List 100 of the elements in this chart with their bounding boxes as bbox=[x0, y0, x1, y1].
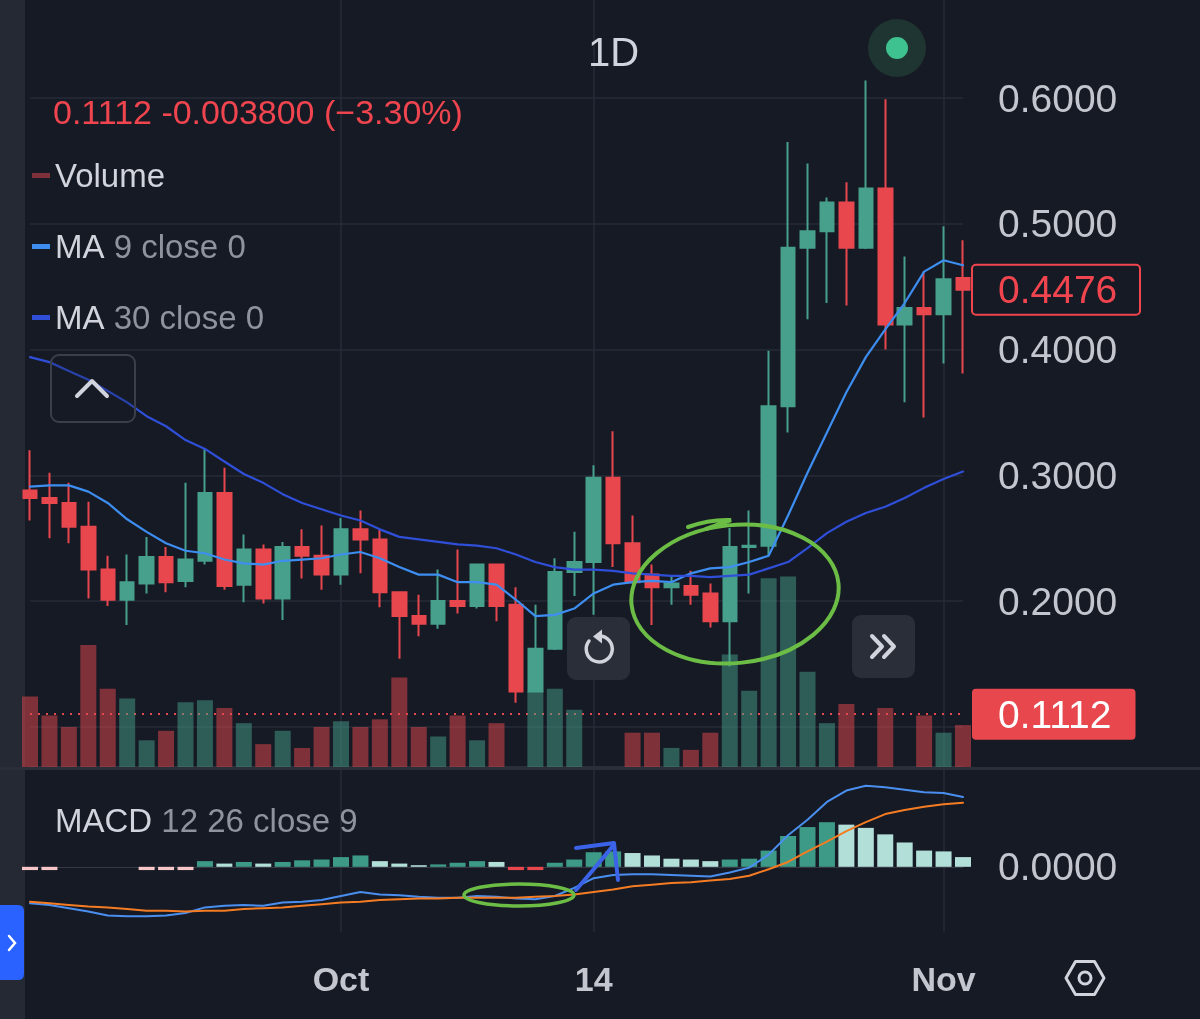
bar bbox=[391, 863, 408, 867]
bar bbox=[488, 723, 505, 767]
candlestick bbox=[683, 569, 699, 606]
bar bbox=[274, 861, 291, 867]
bar bbox=[41, 715, 58, 767]
candlestick bbox=[741, 509, 757, 595]
candlestick bbox=[449, 548, 466, 615]
text: MACD 12 26 close 9 bbox=[55, 802, 358, 839]
ref-line-label: 0.1112 bbox=[998, 692, 1112, 736]
bar bbox=[566, 859, 583, 867]
candlestick bbox=[702, 582, 719, 629]
bar bbox=[469, 861, 486, 867]
bar bbox=[333, 721, 349, 767]
bar bbox=[877, 707, 894, 767]
bar bbox=[177, 866, 194, 871]
candlestick bbox=[119, 553, 135, 626]
line-series bbox=[28, 356, 965, 579]
bar bbox=[158, 866, 175, 871]
bar bbox=[177, 702, 194, 767]
bar bbox=[624, 853, 641, 867]
bar bbox=[138, 740, 155, 767]
candlestick bbox=[352, 509, 369, 575]
candlestick bbox=[333, 517, 349, 586]
bar bbox=[196, 861, 213, 867]
candlestick bbox=[430, 568, 446, 630]
bar bbox=[721, 859, 738, 867]
bar bbox=[352, 855, 369, 867]
text: 0.1112 -0.003800 (−3.30%) bbox=[53, 93, 463, 131]
y-tick-label: 0.2000 bbox=[998, 579, 1118, 623]
x-tick-label: Oct bbox=[312, 960, 370, 998]
candlestick bbox=[916, 270, 932, 419]
bar bbox=[702, 861, 719, 867]
bar bbox=[119, 698, 136, 767]
candlestick bbox=[585, 464, 602, 616]
candlestick bbox=[935, 225, 952, 365]
bar bbox=[644, 855, 660, 867]
candlestick bbox=[663, 574, 680, 606]
bar bbox=[333, 857, 349, 867]
bar bbox=[274, 730, 291, 767]
bar bbox=[546, 862, 563, 867]
candlestick bbox=[469, 563, 485, 610]
x-tick-label: Nov bbox=[911, 960, 976, 998]
bar bbox=[896, 842, 913, 867]
candlestick bbox=[780, 141, 796, 434]
bar bbox=[916, 850, 933, 867]
bar bbox=[799, 671, 816, 767]
y-tick-label: 0.4000 bbox=[998, 328, 1118, 372]
bar bbox=[663, 858, 680, 867]
bar bbox=[780, 576, 797, 767]
candlestick bbox=[508, 586, 524, 704]
candlestick bbox=[41, 471, 58, 540]
bar bbox=[799, 827, 816, 867]
candlestick bbox=[799, 162, 816, 321]
bar bbox=[838, 704, 855, 767]
bar bbox=[430, 864, 447, 867]
candlestick bbox=[22, 449, 38, 522]
y-tick-label: 0.5000 bbox=[998, 202, 1118, 246]
text: 0.4476 bbox=[998, 268, 1118, 312]
bar bbox=[877, 834, 894, 867]
bar bbox=[371, 719, 388, 767]
bar bbox=[196, 700, 213, 767]
candlestick bbox=[274, 540, 291, 621]
candlestick bbox=[877, 98, 894, 351]
candlestick bbox=[896, 255, 913, 404]
bar bbox=[741, 690, 758, 767]
bar bbox=[818, 723, 835, 767]
candlestick bbox=[605, 430, 621, 569]
candlestick bbox=[138, 535, 155, 595]
bar bbox=[235, 723, 252, 767]
bar bbox=[138, 866, 155, 871]
bar bbox=[916, 715, 933, 767]
bar bbox=[410, 726, 427, 767]
candlestick bbox=[858, 79, 874, 250]
candlestick bbox=[158, 545, 174, 594]
bar bbox=[22, 866, 38, 871]
line-series bbox=[28, 259, 965, 618]
bar bbox=[60, 726, 77, 767]
bar bbox=[430, 736, 447, 767]
bar bbox=[955, 725, 971, 767]
candlestick bbox=[372, 528, 388, 609]
candlestick bbox=[61, 481, 77, 545]
bar bbox=[294, 860, 311, 867]
bar bbox=[255, 863, 272, 867]
bar bbox=[294, 747, 311, 767]
bar bbox=[255, 744, 272, 767]
bar bbox=[566, 709, 583, 767]
bar bbox=[857, 827, 874, 867]
candlestick bbox=[236, 533, 252, 604]
bar bbox=[235, 861, 252, 867]
bar bbox=[216, 863, 233, 867]
bar bbox=[80, 645, 97, 767]
bar bbox=[352, 726, 369, 767]
legend-label: MA 30 close 0 bbox=[55, 299, 265, 336]
bar bbox=[216, 707, 233, 767]
candlestick bbox=[819, 196, 835, 305]
bar bbox=[527, 866, 544, 871]
bar bbox=[760, 578, 777, 767]
bar bbox=[663, 747, 680, 767]
bar bbox=[644, 732, 660, 767]
bar bbox=[449, 715, 466, 767]
